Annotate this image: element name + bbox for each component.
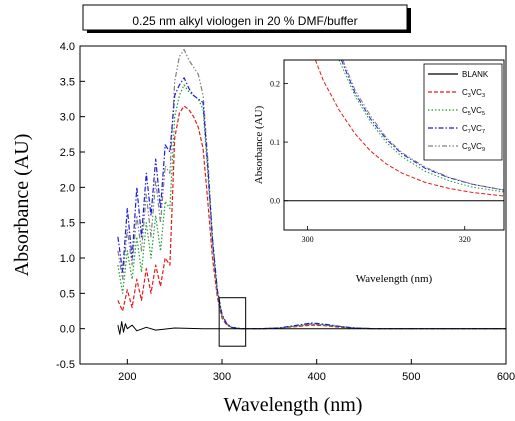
inset-y-tick-label: 0.0	[270, 197, 280, 206]
main-plot-frame	[79, 45, 507, 365]
inset-y-tick-label: 0.2	[270, 79, 280, 88]
series-line-c7	[117, 77, 506, 330]
legend-text-part: VC	[471, 106, 482, 115]
x-tick-label: 600	[497, 371, 515, 383]
series-line-c5	[117, 84, 506, 330]
legend-text-part: VC	[471, 88, 482, 97]
y-axis-title: Absorbance (AU)	[11, 134, 33, 277]
legend-text-part: 5	[468, 111, 471, 117]
y-tick-label: 2.0	[60, 182, 75, 194]
inset-series-line-c3	[314, 60, 504, 197]
main-axes: 200 300 400 500 600 -0.5 0.0 0.5 1.0 1.5 2.0 2.5 3.0…	[56, 41, 515, 383]
y-tick-label: 1.5	[60, 218, 75, 230]
legend-text-part: 5	[482, 111, 485, 117]
inset-y-tick-label: 0.1	[270, 138, 280, 147]
legend-text-part: 3	[482, 93, 485, 99]
legend-text-part: 9	[468, 147, 471, 153]
zoom-region-box	[218, 297, 247, 347]
main-series-group	[117, 48, 506, 335]
legend-text-part: VC	[471, 142, 482, 151]
y-tick-label: 2.5	[60, 147, 75, 159]
legend-text-part: 7	[468, 129, 471, 135]
y-tick-label: 3.0	[60, 112, 75, 124]
legend-text-part: BLANK	[462, 70, 489, 79]
inset-x-axis-title: Wavelength (nm)	[356, 273, 433, 285]
inset-series-group	[284, 60, 504, 202]
inset-x-tick-label: 320	[459, 235, 471, 244]
chart-title: 0.25 nm alkyl viologen in 20 % DMF/buffe…	[132, 14, 357, 28]
legend-label-blank: BLANK	[462, 70, 489, 79]
y-tick-label: 1.0	[60, 253, 75, 265]
legend-label-c9: C9VC9	[462, 142, 485, 153]
x-tick-label: 500	[402, 371, 420, 383]
inset-x-tick-label: 300	[302, 235, 314, 244]
legend-text-part: C	[462, 88, 468, 97]
series-line-c9	[117, 48, 506, 330]
y-tick-label: -0.5	[56, 359, 75, 371]
y-tick-label: 0.5	[60, 288, 75, 300]
legend-text-part: 7	[482, 129, 485, 135]
y-tick-label: 4.0	[60, 41, 75, 53]
legend-label-c7: C7VC7	[462, 124, 485, 135]
y-tick-label: 3.5	[60, 76, 75, 88]
legend-text-part: C	[462, 106, 468, 115]
title-box: 0.25 nm alkyl viologen in 20 % DMF/buffe…	[82, 4, 411, 33]
inset-axes: 300 320 0.0 0.1 0.2	[270, 79, 471, 244]
inset-series-line-c5	[338, 60, 504, 193]
x-tick-label: 200	[118, 371, 136, 383]
legend-text-part: 9	[482, 147, 485, 153]
legend-label-c5: C5VC5	[462, 106, 485, 117]
series-line-blank	[117, 321, 506, 335]
inset-plot-frame	[283, 59, 505, 231]
legend-box	[423, 63, 503, 161]
y-tick-label: 0.0	[60, 324, 75, 336]
legend-label-c3: C3VC3	[462, 88, 485, 99]
legend-text-part: C	[462, 142, 468, 151]
legend-text-part: VC	[471, 124, 482, 133]
x-axis-title: Wavelength (nm)	[224, 394, 363, 416]
series-line-c3	[117, 105, 506, 330]
x-tick-label: 300	[213, 371, 231, 383]
inset-series-line-c7	[340, 60, 504, 191]
x-tick-label: 400	[307, 371, 325, 383]
legend-text-part: C	[462, 124, 468, 133]
legend-text-part: 3	[468, 93, 471, 99]
inset-y-axis-title: Absorbance (AU)	[253, 105, 265, 184]
